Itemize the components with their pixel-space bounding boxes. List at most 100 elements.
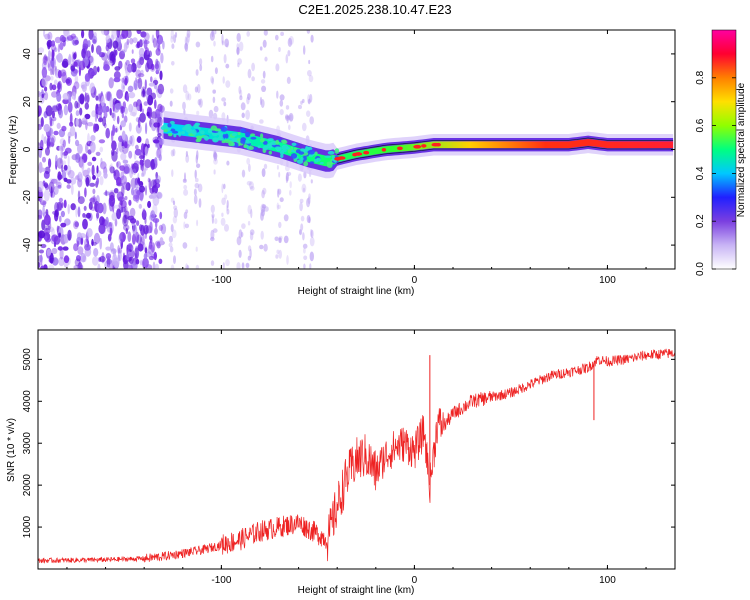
noise-blob [56, 122, 61, 129]
noise-blob [160, 108, 163, 120]
noise-blob [124, 61, 128, 71]
noise-blob [221, 97, 227, 102]
noise-blob [279, 99, 284, 107]
noise-blob [210, 229, 215, 240]
noise-blob [150, 242, 156, 253]
ridge-edge [337, 146, 674, 164]
ridge-blob [207, 129, 213, 134]
noise-blob [76, 255, 81, 262]
noise-blob [150, 92, 156, 100]
noise-blob [300, 215, 305, 222]
noise-blob [226, 160, 230, 166]
noise-blob [139, 159, 143, 166]
noise-blob [87, 167, 91, 173]
noise-blob [287, 37, 293, 48]
noise-blob [144, 166, 148, 171]
noise-blob [123, 224, 130, 231]
noise-blob [277, 204, 281, 209]
noise-blob [50, 137, 55, 148]
noise-blob [132, 224, 138, 236]
noise-blob [148, 241, 152, 250]
noise-blob [112, 112, 116, 122]
noise-blob [100, 161, 107, 170]
noise-blob [111, 30, 118, 39]
noise-blob [128, 199, 132, 206]
noise-blob [87, 133, 90, 145]
noise-blob [214, 30, 217, 35]
noise-blob [50, 76, 54, 81]
noise-blob [87, 40, 91, 48]
noise-blob [47, 226, 55, 233]
noise-blob [184, 223, 190, 229]
ridge-blob [309, 161, 314, 164]
noise-blob [61, 71, 67, 84]
noise-blob [55, 154, 58, 166]
ridge-blob [245, 131, 249, 138]
spectrogram-x-tick-label: -100 [211, 275, 231, 286]
noise-blob [129, 37, 134, 45]
noise-blob [67, 229, 72, 241]
noise-blob [213, 158, 218, 165]
noise-blob [118, 233, 123, 245]
noise-blob [122, 101, 127, 109]
noise-blob [113, 49, 117, 59]
snr-y-tick-label: 3000 [22, 432, 33, 455]
noise-blob [38, 105, 42, 117]
noise-blob [225, 63, 230, 69]
noise-blob [170, 149, 175, 157]
noise-blob [150, 159, 156, 171]
noise-blob [108, 194, 116, 207]
noise-blob [72, 52, 77, 60]
noise-blob [159, 237, 164, 246]
noise-blob [212, 96, 216, 104]
noise-blob [286, 255, 289, 265]
ridge-blob [172, 130, 179, 134]
noise-blob [50, 186, 53, 198]
noise-blob [131, 49, 134, 54]
noise-blob [62, 160, 66, 166]
noise-blob [48, 264, 55, 269]
noise-blob [105, 246, 112, 251]
noise-blob [84, 243, 91, 251]
snr-x-tick-label: 0 [412, 575, 418, 586]
noise-blob [309, 251, 314, 262]
noise-blob [88, 30, 94, 40]
noise-blob [50, 58, 55, 68]
noise-blob [58, 197, 64, 203]
noise-blob [158, 138, 165, 145]
noise-blob [197, 183, 203, 193]
noise-blob [248, 181, 254, 190]
noise-blob [154, 263, 159, 269]
noise-blob [310, 179, 313, 184]
ridge-blob [314, 158, 319, 163]
snr-x-label: Height of straight line (km) [298, 585, 415, 596]
noise-blob [103, 64, 110, 71]
noise-blob [224, 224, 229, 232]
noise-blob [144, 247, 148, 254]
noise-blob [120, 120, 126, 128]
noise-blob [121, 130, 126, 141]
noise-blob [247, 204, 252, 215]
noise-blob [40, 243, 47, 249]
noise-blob [149, 187, 155, 194]
noise-blob [183, 211, 188, 219]
noise-blob [138, 203, 142, 209]
noise-blob [74, 221, 79, 228]
noise-blob [173, 208, 178, 218]
ridge-blob [167, 123, 172, 128]
noise-blob [184, 43, 188, 50]
noise-blob [148, 82, 155, 87]
noise-blob [245, 262, 250, 269]
ridge-blob [307, 149, 315, 155]
noise-blob [136, 234, 143, 245]
noise-blob [132, 188, 140, 200]
noise-blob [84, 73, 91, 82]
noise-blob [139, 103, 143, 113]
noise-blob [170, 264, 175, 269]
noise-blob [86, 94, 90, 103]
noise-blob [58, 246, 63, 251]
noise-blob [259, 119, 264, 124]
noise-blob [300, 223, 304, 231]
noise-blob [76, 240, 79, 248]
noise-blob [77, 178, 83, 188]
